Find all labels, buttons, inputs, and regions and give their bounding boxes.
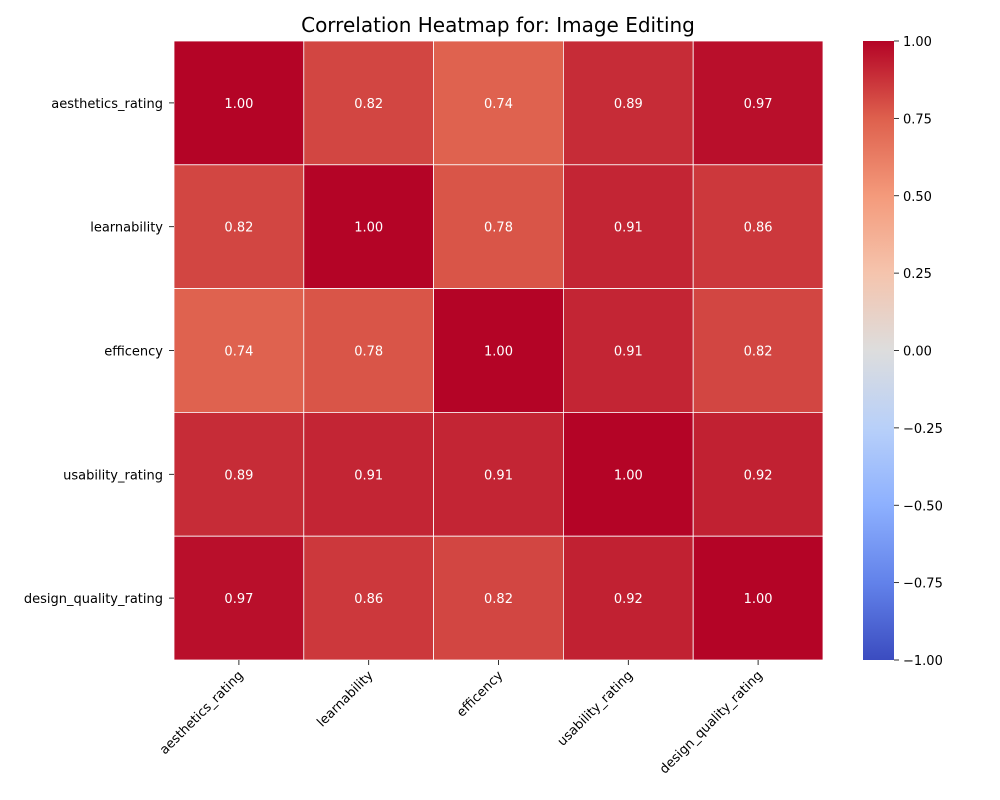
heatmap-cell-r2-c2 — [433, 288, 564, 413]
colorbar-tick-label-6: −0.50 — [903, 499, 943, 514]
cell-value-label-r1-c4: 0.86 — [744, 221, 773, 236]
heatmap-cell-r0-c0 — [173, 40, 305, 166]
heatmap-cell-r1-c1 — [303, 164, 434, 290]
heatmap-cell-r3-c1 — [303, 411, 434, 537]
cell-value-label-r4-c2: 0.82 — [484, 592, 513, 607]
heatmap-cell-r3-c2 — [433, 411, 564, 537]
heatmap-cell-r2-c3 — [563, 288, 694, 413]
heatmap-cell-r0-c4 — [692, 40, 824, 166]
cell-value-label-r4-c1: 0.86 — [354, 592, 383, 607]
cell-value-label-r0-c2: 0.74 — [484, 97, 513, 112]
heatmap-cell-r3-c3 — [563, 411, 694, 537]
cell-value-label-r2-c2: 1.00 — [484, 345, 513, 360]
x-tick-label-4: design_quality_rating — [657, 668, 766, 777]
x-tick-label-1: learnability — [314, 668, 376, 730]
y-tick-label-3: usability_rating — [63, 468, 163, 483]
cell-value-label-r3-c4: 0.92 — [744, 468, 773, 483]
colorbar-tick-label-1: 0.75 — [903, 112, 932, 127]
cell-value-label-r0-c0: 1.00 — [224, 97, 253, 112]
heatmap-cell-r4-c0 — [173, 535, 305, 661]
heatmap-cell-r4-c2 — [433, 535, 564, 661]
heatmap-cell-r0-c1 — [303, 40, 434, 166]
heatmap-cell-r4-c1 — [303, 535, 434, 661]
heatmap-cell-r0-c2 — [433, 40, 564, 166]
heatmap-cell-r0-c3 — [563, 40, 694, 166]
heatmap-cell-r2-c1 — [303, 288, 434, 413]
cell-value-label-r1-c0: 0.82 — [224, 221, 253, 236]
heatmap-cell-r1-c0 — [173, 164, 305, 290]
colorbar-ticks: 1.00 0.75 0.50 0.25 0.00 −0.25 −0.50 −0.75 −1.00 — [894, 35, 943, 669]
cell-value-label-r0-c1: 0.82 — [354, 97, 383, 112]
cell-value-label-r3-c3: 1.00 — [614, 468, 643, 483]
colorbar-tick-label-4: 0.00 — [903, 345, 932, 360]
y-tick-label-4: design_quality_rating — [24, 592, 163, 607]
heatmap-cell-r4-c4 — [692, 535, 824, 661]
y-tick-label-2: efficency — [104, 345, 163, 360]
cell-value-label-r0-c3: 0.89 — [614, 97, 643, 112]
heatmap-cell-r2-c4 — [692, 288, 824, 413]
cell-value-label-r4-c4: 1.00 — [744, 592, 773, 607]
cell-value-label-r3-c1: 0.91 — [354, 468, 383, 483]
x-tick-label-0: aesthetics_rating — [157, 668, 247, 758]
cell-value-label-r2-c0: 0.74 — [224, 345, 253, 360]
cell-value-label-r1-c2: 0.78 — [484, 221, 513, 236]
cell-value-label-r4-c0: 0.97 — [224, 592, 253, 607]
heatmap-cell-labels: 1.00 0.82 0.74 0.89 0.97 0.82 1.00 0.78 0.91 0.86… — [224, 97, 772, 607]
x-axis-ticks: aesthetics_rating learnability efficency us… — [157, 660, 766, 777]
cell-value-label-r0-c4: 0.97 — [744, 97, 773, 112]
x-tick-label-3: usability_rating — [555, 668, 636, 749]
cell-value-label-r2-c4: 0.82 — [744, 345, 773, 360]
colorbar-tick-label-3: 0.25 — [903, 267, 932, 282]
cell-value-label-r4-c3: 0.92 — [614, 592, 643, 607]
cell-value-label-r2-c1: 0.78 — [354, 345, 383, 360]
cell-value-label-r3-c2: 0.91 — [484, 468, 513, 483]
cell-value-label-r1-c3: 0.91 — [614, 221, 643, 236]
cell-value-label-r1-c1: 1.00 — [354, 221, 383, 236]
heatmap-cells — [173, 40, 824, 661]
colorbar-tick-label-5: −0.25 — [903, 422, 943, 437]
y-tick-label-1: learnability — [90, 221, 163, 236]
y-tick-label-0: aesthetics_rating — [51, 97, 163, 112]
colorbar-tick-label-8: −1.00 — [903, 654, 943, 669]
colorbar — [863, 41, 894, 660]
heatmap-cell-r3-c4 — [692, 411, 824, 537]
y-axis-ticks: aesthetics_rating learnability efficency us… — [24, 97, 174, 607]
cell-value-label-r3-c0: 0.89 — [224, 468, 253, 483]
x-tick-label-2: efficency — [454, 668, 506, 720]
chart-title: Correlation Heatmap for: Image Editing — [301, 13, 695, 37]
colorbar-tick-label-0: 1.00 — [903, 35, 932, 50]
heatmap-cell-r1-c2 — [433, 164, 564, 290]
heatmap-cell-r1-c4 — [692, 164, 824, 290]
colorbar-tick-label-2: 0.50 — [903, 190, 932, 205]
cell-value-label-r2-c3: 0.91 — [614, 345, 643, 360]
colorbar-tick-label-7: −0.75 — [903, 577, 943, 592]
